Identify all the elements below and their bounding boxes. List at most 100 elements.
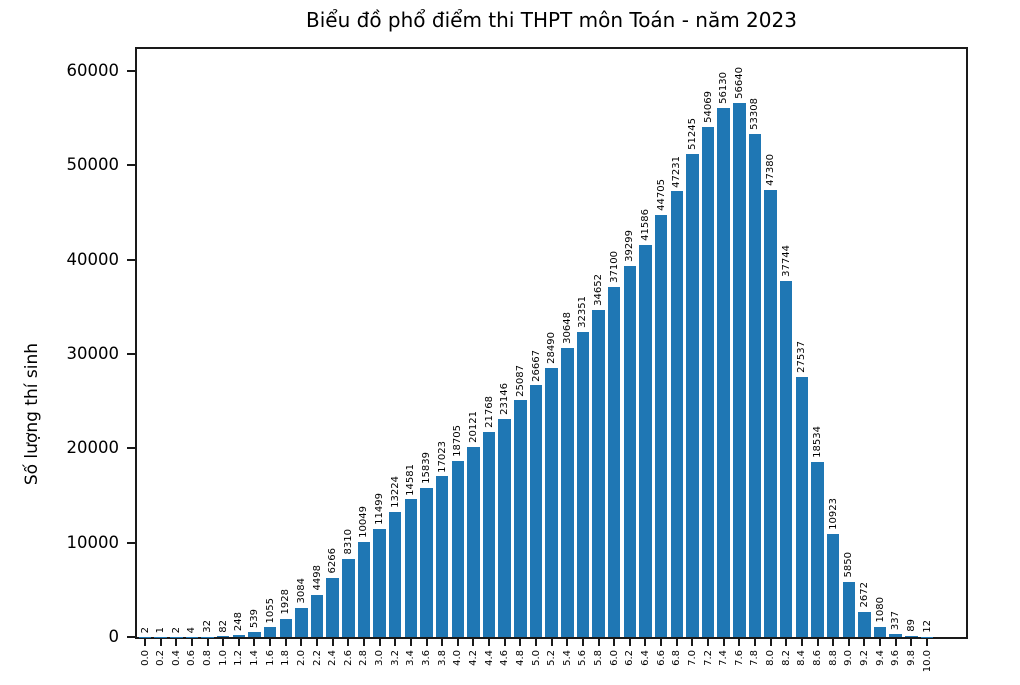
- bar: [920, 636, 934, 637]
- x-tick-label: 9.2: [858, 650, 870, 666]
- x-tick-label: 5.6: [577, 650, 589, 666]
- bar: [342, 558, 355, 637]
- bar: [498, 418, 511, 637]
- bar: [232, 634, 246, 637]
- x-tick-label: 8.8: [827, 650, 839, 666]
- bar: [873, 626, 887, 637]
- x-tick-label: 3.8: [436, 650, 448, 666]
- y-tick-mark: [127, 447, 135, 450]
- x-tick-label: 4.4: [483, 650, 495, 666]
- bar: [561, 347, 574, 637]
- x-tick-label: 2.6: [342, 650, 354, 666]
- x-tick-label: 1.6: [264, 650, 276, 666]
- x-tick-mark: [488, 639, 491, 646]
- x-tick-mark: [847, 639, 850, 646]
- x-tick-label: 6.6: [655, 650, 667, 666]
- bar: [404, 499, 418, 637]
- bar: [607, 287, 621, 637]
- y-tick-mark: [127, 69, 135, 72]
- x-tick-label: 9.6: [890, 650, 902, 666]
- bar: [310, 594, 324, 637]
- bar-value-label: 37100: [608, 251, 620, 284]
- bar: [326, 577, 339, 637]
- x-tick-mark: [144, 639, 146, 646]
- x-tick-label: 5.0: [530, 650, 542, 666]
- bar-value-label: 1928: [280, 589, 292, 615]
- x-tick-label: 10.0: [921, 650, 933, 673]
- x-tick-mark: [863, 639, 866, 646]
- bar-value-label: 18705: [452, 424, 464, 457]
- x-tick-label: 2.2: [311, 650, 323, 666]
- bar-value-label: 539: [248, 608, 260, 628]
- x-tick-mark: [284, 639, 287, 646]
- bar-value-label: 18534: [812, 426, 824, 459]
- bar: [279, 618, 292, 637]
- bar-value-label: 1055: [264, 597, 276, 624]
- x-tick-label: 7.8: [749, 650, 761, 666]
- bar: [529, 385, 543, 637]
- bar: [216, 636, 230, 637]
- bar: [670, 191, 683, 637]
- bar-value-label: 6266: [327, 548, 339, 574]
- bar-value-label: 12: [921, 620, 933, 633]
- x-tick-mark: [753, 639, 756, 646]
- y-tick-label: 10000: [66, 532, 120, 552]
- x-tick-label: 4.6: [499, 650, 511, 666]
- x-tick-mark: [206, 639, 209, 646]
- bar: [639, 244, 652, 637]
- x-tick-label: 4.0: [452, 650, 464, 666]
- x-tick-mark: [456, 639, 459, 646]
- bar: [373, 528, 386, 637]
- x-tick-label: 2.8: [358, 650, 370, 666]
- y-tick-label: 20000: [66, 438, 120, 458]
- x-tick-label: 5.2: [546, 650, 558, 666]
- x-tick-mark: [394, 639, 397, 646]
- x-tick-label: 5.8: [593, 650, 605, 666]
- bar: [263, 627, 277, 637]
- x-tick-mark: [581, 639, 584, 646]
- x-tick-mark: [628, 639, 631, 646]
- x-tick-label: 8.0: [765, 650, 777, 666]
- x-tick-label: 9.0: [843, 650, 855, 666]
- x-tick-mark: [316, 639, 319, 646]
- bar-value-label: 337: [890, 610, 902, 630]
- bar: [764, 190, 777, 637]
- x-tick-mark: [409, 639, 412, 646]
- bar-value-label: 39299: [624, 230, 636, 263]
- bar-value-label: 2672: [858, 582, 870, 608]
- x-tick-label: 8.2: [780, 650, 792, 666]
- x-tick-label: 3.6: [421, 650, 433, 666]
- bar: [889, 633, 902, 637]
- x-tick-label: 1.4: [248, 650, 260, 666]
- bar: [201, 636, 214, 637]
- x-tick-mark: [566, 639, 569, 646]
- x-tick-label: 1.8: [280, 650, 292, 666]
- x-tick-mark: [597, 639, 600, 646]
- x-tick-mark: [660, 639, 663, 646]
- x-tick-label: 7.0: [686, 650, 698, 666]
- bar-value-label: 47380: [765, 154, 777, 187]
- x-tick-mark: [503, 639, 506, 646]
- y-tick-label: 0: [108, 627, 120, 646]
- bar: [170, 636, 183, 637]
- x-tick-label: 4.2: [467, 650, 479, 666]
- bar-value-label: 41586: [639, 208, 651, 241]
- x-tick-label: 7.6: [733, 650, 745, 666]
- bar-value-label: 47231: [671, 155, 683, 188]
- x-tick-mark: [237, 639, 240, 646]
- x-tick-label: 4.8: [514, 650, 526, 666]
- y-tick-mark: [127, 352, 135, 355]
- bar: [811, 462, 824, 637]
- x-tick-label: 8.4: [796, 650, 808, 666]
- bar: [435, 476, 449, 637]
- bar-value-label: 4: [186, 626, 198, 633]
- bar-value-label: 1080: [874, 597, 886, 623]
- bar: [388, 512, 402, 637]
- x-tick-mark: [378, 639, 381, 646]
- y-tick-label: 60000: [66, 60, 120, 80]
- bar-value-label: 56130: [718, 71, 730, 104]
- x-tick-label: 7.2: [702, 650, 714, 666]
- bar: [420, 487, 433, 637]
- bar: [451, 460, 465, 637]
- bar-value-label: 8310: [342, 529, 354, 555]
